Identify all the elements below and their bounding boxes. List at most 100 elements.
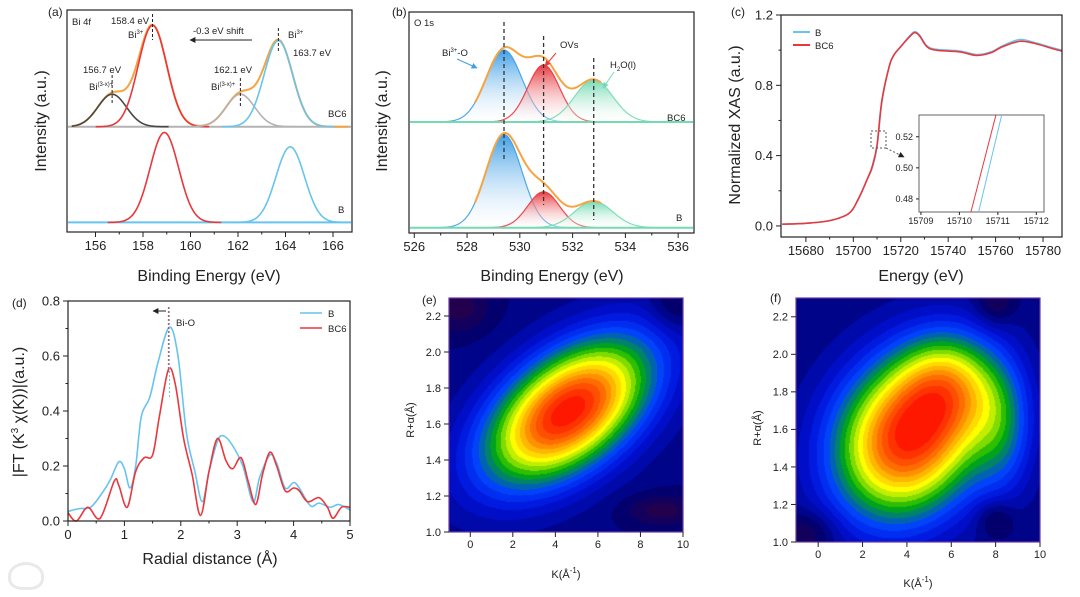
panel-a-frame [66, 9, 353, 233]
x-tick-label: 15710 [947, 216, 972, 226]
peak-B [107, 131, 222, 224]
x-tick-label: 536 [667, 239, 689, 254]
sample-label-bc6: BC6 [328, 109, 346, 120]
x-tick-label: 1 [121, 527, 128, 542]
x-tick-label: 8 [993, 549, 999, 561]
series-BC6 [782, 31, 1063, 225]
y-axis-label: Intensity (a.u.) [374, 70, 391, 171]
peak-B [234, 146, 347, 224]
y-tick-label: 2.2 [426, 311, 441, 323]
series-BC6 [67, 367, 351, 522]
x-axis-label: Binding Energy (eV) [480, 268, 623, 285]
y-tick-label: 0.52 [895, 132, 913, 142]
x-tick-label: 4 [290, 527, 297, 542]
inset-frame [918, 114, 1045, 213]
label-bi3-left: Bi3+ [128, 30, 144, 41]
x-tick-label: 4 [904, 549, 910, 561]
panel-d-frame [67, 300, 351, 522]
envelope-BC6 [474, 46, 602, 103]
x-tick-label: 2 [177, 527, 184, 542]
y-tick-label: 1.0 [773, 537, 788, 549]
peak-area-B [487, 191, 600, 228]
x-tick-label: 15712 [1024, 216, 1049, 226]
x-tick-label: 15700 [835, 243, 871, 258]
x-tick-label: 10 [677, 539, 689, 551]
heatmap-f [796, 298, 1040, 542]
sample-label-b: B [676, 213, 682, 224]
y-tick-label: 1.4 [426, 455, 441, 467]
x-tick-label: 15711 [986, 216, 1010, 226]
x-tick-label: 5 [346, 527, 353, 542]
y-tick-label: 0.4 [755, 148, 773, 163]
x-tick-label: 162 [227, 238, 249, 253]
x-tick-label: 158 [132, 238, 154, 253]
x-tick-label: 15709 [908, 216, 933, 226]
inset-series-B [978, 114, 1003, 213]
y-tick-label: 2.0 [773, 349, 788, 361]
x-tick-label: 526 [403, 239, 425, 254]
shift-annotation: -0.3 eV shift [193, 26, 244, 37]
panel-c-label: (c) [731, 5, 745, 19]
annotation-158-4: 158.4 eV [111, 16, 150, 27]
legend-label-b: B [328, 309, 334, 320]
x-tick-label: 160 [180, 238, 202, 253]
legend-label-bc6: BC6 [328, 324, 346, 335]
x-tick-label: 2 [859, 549, 865, 561]
label-bi3x-left: Bi(3-x)+ [89, 82, 114, 93]
x-tick-label: 15780 [1025, 243, 1061, 258]
label-bi3x-right: Bi(3-x)+ [211, 82, 236, 93]
x-tick-label: 532 [562, 239, 584, 254]
panel-d-labels: (d) Bi-O B BC6 |FT (K3 χ(K))|(a.u.) Radi… [10, 296, 346, 568]
y-axis-label: R+α(Å) [404, 402, 417, 437]
x-tick-label: 0 [64, 527, 71, 542]
y-tick-label: 0.6 [42, 349, 60, 364]
y-axis-label: Intensity (a.u.) [33, 70, 50, 171]
annotation-163-7: 163.7 eV [293, 48, 332, 59]
y-tick-label: 1.2 [773, 499, 788, 511]
y-tick-label: 0.8 [42, 294, 60, 309]
peak-BC6 [71, 93, 169, 128]
y-tick-label: 1.2 [755, 8, 773, 23]
y-tick-label: 1.4 [773, 462, 788, 474]
label-bi-o: Bi3+-O [442, 48, 468, 59]
panel-b-frame [408, 11, 695, 234]
x-tick-label: 8 [637, 539, 643, 551]
watermark-logo [8, 562, 44, 590]
y-tick-label: 1.0 [426, 527, 441, 539]
y-axis-label: Normalized XAS (a.u.) [727, 45, 744, 204]
y-axis-label: |FT (K3 χ(K))|(a.u.) [10, 347, 28, 477]
y-tick-label: 0.2 [42, 459, 60, 474]
h2o-arrow-icon [602, 71, 615, 89]
panel-c-labels: (c) B BC6 Normalized XAS (a.u.) Energy (… [727, 5, 964, 285]
envelope-B [474, 131, 602, 208]
bi-o-arrow-icon [456, 58, 478, 69]
panel-f-frame [795, 297, 1041, 543]
panel-f-labels: (f) R+α(Å) K(Å-1) [751, 291, 933, 590]
panel-e-labels: (e) R+α(Å) K(Å-1) [404, 293, 581, 581]
y-tick-label: 0.50 [895, 163, 913, 173]
y-tick-label: 1.6 [426, 419, 441, 431]
y-tick-label: 0.0 [755, 218, 773, 233]
x-tick-label: 528 [456, 239, 478, 254]
y-tick-label: 1.6 [773, 424, 788, 436]
x-tick-label: 0 [815, 549, 821, 561]
y-tick-label: 0.48 [895, 194, 913, 204]
label-ovs: OVs [560, 40, 579, 51]
x-axis-label: Energy (eV) [878, 268, 963, 285]
panel-a-title: Bi 4f [72, 17, 91, 28]
x-axis-label: K(Å-1) [551, 566, 580, 581]
panel-d-label: (d) [12, 296, 27, 310]
y-tick-label: 1.8 [773, 387, 788, 399]
label-bi3-right: Bi3+ [288, 30, 304, 41]
label-h2o: H2O(l) [610, 60, 636, 73]
legend-label-b: B [815, 28, 821, 39]
x-tick-label: 2 [510, 539, 516, 551]
y-axis-label: R+α(Å) [751, 410, 764, 445]
panel-a-labels: (a) Bi 4f 158.4 eV Bi3+ -0.3 eV shift Bi… [33, 5, 346, 285]
x-tick-label: 15740 [930, 243, 966, 258]
x-tick-label: 15760 [978, 243, 1014, 258]
x-tick-label: 166 [322, 238, 344, 253]
x-tick-label: 6 [595, 539, 601, 551]
